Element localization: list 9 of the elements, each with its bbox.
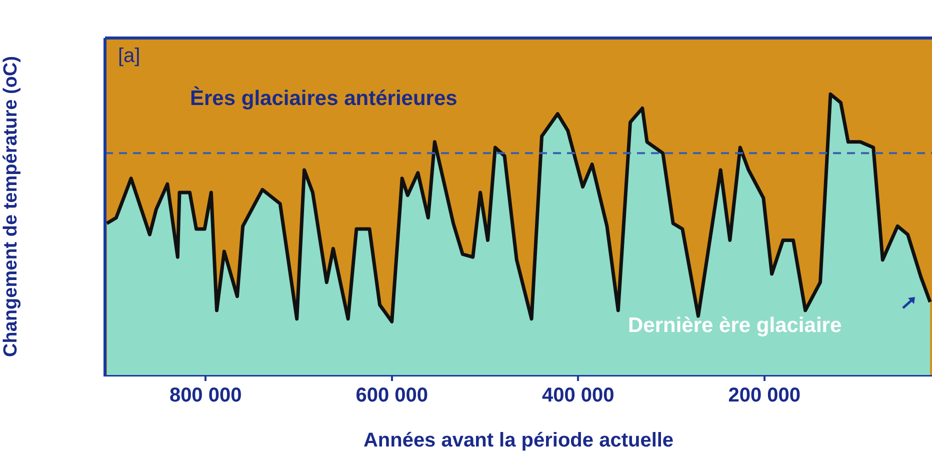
text: [a] xyxy=(118,45,140,67)
x-tick-label: 200 000 xyxy=(728,384,801,407)
annotation: Dernière ère glaciaire xyxy=(628,314,842,337)
y-axis-title: Changement de température (oC) xyxy=(0,56,22,357)
x-tick-label: 400 000 xyxy=(542,384,614,407)
annotation: Ères glaciaires antérieures xyxy=(190,86,458,110)
x-tick-label: 600 000 xyxy=(356,384,428,407)
x-tick-label: 800 000 xyxy=(169,384,242,407)
x-axis-title: Années avant la période actuelle xyxy=(363,430,674,452)
